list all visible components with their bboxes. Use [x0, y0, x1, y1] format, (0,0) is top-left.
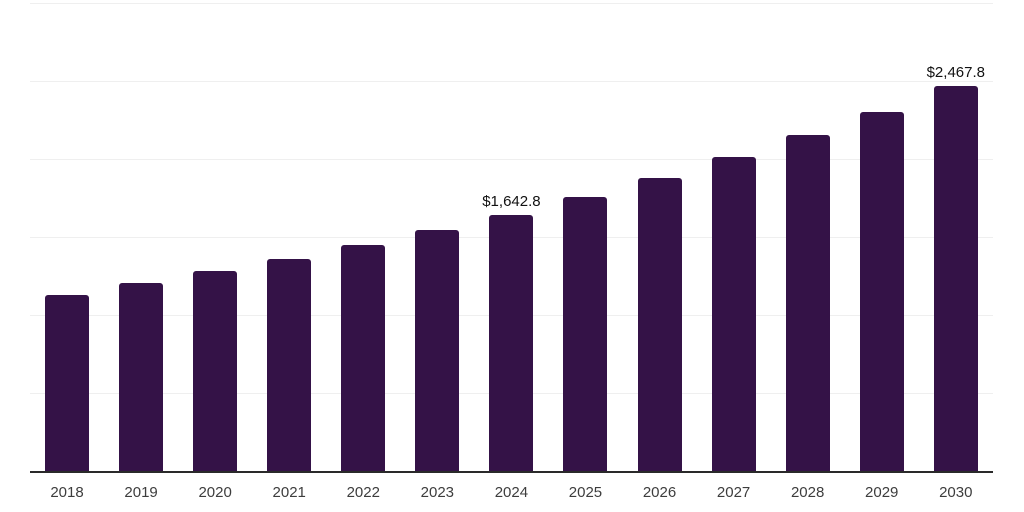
bar-2023	[415, 229, 460, 471]
bar-2028	[785, 135, 830, 471]
x-tick-label-2023: 2023	[420, 484, 455, 501]
bar-value-label-2024: $1,642.8	[482, 192, 541, 210]
bar-slot-2029	[859, 3, 904, 471]
bar-2018	[45, 294, 90, 471]
bar-2026	[637, 177, 682, 471]
bar-2019	[119, 282, 164, 471]
bar-2022	[341, 244, 386, 471]
x-tick-label-2019: 2019	[124, 484, 158, 501]
x-tick-label-2028: 2028	[790, 484, 825, 501]
bar-2027	[711, 157, 756, 471]
bar-slot-2023	[415, 3, 460, 471]
x-tick-label-2026: 2026	[642, 484, 677, 501]
gridline-3000	[30, 3, 993, 4]
bar-2030	[933, 86, 978, 471]
bar-2021	[267, 258, 312, 471]
x-tick-label-2021: 2021	[272, 484, 306, 501]
x-tick-label-2024: 2024	[494, 484, 529, 501]
gridline-2000	[30, 159, 993, 161]
x-tick-label-2030: 2030	[939, 484, 973, 501]
x-tick-label-2027: 2027	[716, 484, 751, 501]
bar-series: $1,642.8 $2,467.8	[30, 3, 993, 471]
x-tick-label-2022: 2022	[346, 484, 380, 501]
x-axis-labels: 2018 2019 2020 2021 2022 2023 2024 2025 2026 2027…	[30, 484, 993, 502]
bar-slot-2020	[193, 3, 238, 471]
bar-2029	[859, 111, 904, 471]
bar-slot-2027	[711, 3, 756, 471]
gridline-2500	[30, 81, 993, 82]
bar-slot-2028	[785, 3, 830, 471]
x-tick-label-2029: 2029	[865, 484, 899, 501]
bar-slot-2022	[341, 3, 386, 471]
bar-slot-2030: $2,467.8	[927, 3, 985, 471]
bar-slot-2019	[119, 3, 164, 471]
bar-value-label-2030: $2,467.8	[926, 64, 985, 82]
bar-slot-2025	[563, 3, 608, 471]
bar-slot-2018	[45, 3, 90, 471]
bar-2024	[489, 214, 534, 471]
x-tick-label-2025: 2025	[568, 484, 603, 501]
bar-slot-2021	[267, 3, 312, 471]
bar-slot-2024: $1,642.8	[482, 3, 541, 471]
bar-2020	[193, 271, 238, 471]
bar-2025	[563, 196, 608, 471]
plot-area: $1,642.8 $2,467.8	[30, 3, 993, 473]
x-tick-label-2018: 2018	[50, 484, 84, 501]
x-tick-label-2020: 2020	[198, 484, 232, 501]
bar-slot-2026	[637, 3, 682, 471]
